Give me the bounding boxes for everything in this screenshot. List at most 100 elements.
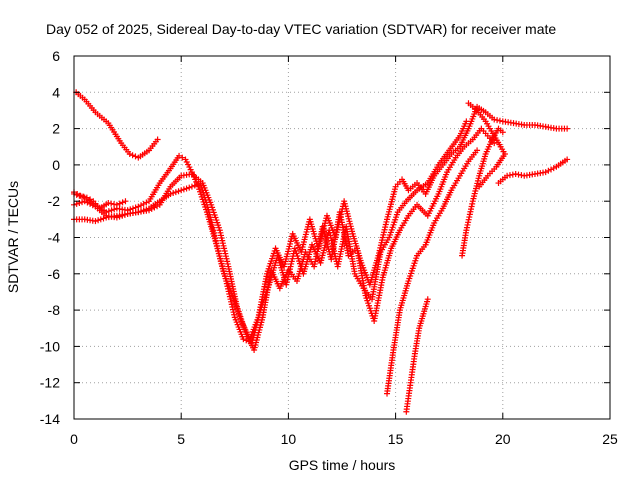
marker-trail xyxy=(447,134,462,152)
marker-trail xyxy=(92,200,101,210)
marker-trail xyxy=(494,117,503,124)
marker-trail xyxy=(477,174,490,188)
marker-trail xyxy=(281,233,296,268)
marker-trail xyxy=(243,337,253,345)
data-point xyxy=(92,218,99,225)
y-tick-label: -10 xyxy=(40,338,60,354)
data-point xyxy=(83,194,90,201)
marker-trail xyxy=(412,327,422,355)
data-point xyxy=(154,136,161,143)
marker-trail xyxy=(454,145,466,159)
marker-trail xyxy=(343,226,358,275)
data-point xyxy=(499,129,506,136)
marker-trail xyxy=(83,98,97,114)
marker-trail xyxy=(415,203,429,217)
chart-title: Day 052 of 2025, Sidereal Day-to-day VTE… xyxy=(46,21,556,37)
marker-trail xyxy=(116,199,126,207)
marker-trail xyxy=(415,243,427,257)
marker-trail xyxy=(407,353,418,384)
marker-trail xyxy=(523,121,536,128)
marker-trail xyxy=(502,118,514,126)
marker-trail xyxy=(158,192,172,203)
marker-trail xyxy=(484,111,496,121)
series-1 xyxy=(73,89,161,161)
data-point xyxy=(564,156,571,163)
marker-trail xyxy=(209,204,222,231)
marker-trail xyxy=(376,218,390,257)
marker-trail xyxy=(249,309,263,344)
marker-trail xyxy=(432,207,445,224)
marker-trail xyxy=(423,222,437,246)
marker-trail xyxy=(87,196,94,203)
marker-trail xyxy=(138,206,150,215)
y-tick-label: 4 xyxy=(52,84,60,100)
marker-trail xyxy=(445,157,458,173)
marker-trail xyxy=(463,200,476,231)
marker-trail xyxy=(106,122,123,144)
marker-trail xyxy=(457,120,469,137)
marker-trail xyxy=(80,193,87,200)
marker-trail xyxy=(416,313,426,329)
marker-trail xyxy=(367,255,381,286)
marker-trail xyxy=(470,175,482,202)
marker-trail xyxy=(84,216,96,224)
marker-trail xyxy=(406,255,420,282)
marker-trail xyxy=(191,181,201,189)
marker-trail xyxy=(75,91,86,101)
x-axis-label: GPS time / hours xyxy=(289,457,396,473)
marker-trail xyxy=(390,309,403,351)
axis-ticks: 0 5 10 15 20 25 -14 -12 -10 -8 -6 -4 -2 0 2 4 6 xyxy=(40,48,618,447)
marker-trail xyxy=(95,215,107,224)
x-tick-label: 10 xyxy=(281,431,297,447)
data-point xyxy=(81,198,88,205)
marker-trail xyxy=(180,184,193,193)
marker-trail xyxy=(98,201,110,211)
marker-trail xyxy=(73,216,86,223)
marker-trail xyxy=(251,316,266,351)
marker-trail xyxy=(217,229,231,267)
marker-trail xyxy=(425,193,441,217)
marker-trail xyxy=(407,181,418,192)
marker-trail xyxy=(223,280,238,318)
marker-trail xyxy=(380,247,394,279)
marker-trail xyxy=(534,169,546,177)
marker-trail xyxy=(545,165,557,174)
data-point xyxy=(135,203,142,210)
marker-trail xyxy=(384,186,398,220)
x-tick-label: 20 xyxy=(495,431,511,447)
marker-trail xyxy=(459,229,469,257)
series-4 xyxy=(71,118,470,346)
series-8 xyxy=(465,100,508,190)
marker-trail xyxy=(400,178,411,192)
series-5 xyxy=(384,147,481,397)
marker-trail xyxy=(105,213,118,221)
data-point xyxy=(474,147,481,154)
marker-trail xyxy=(127,209,139,217)
y-axis-label: SDTVAR / TECUs xyxy=(5,181,21,293)
y-tick-label: -12 xyxy=(40,375,60,391)
marker-trail xyxy=(556,125,568,132)
marker-trail xyxy=(440,189,454,210)
marker-trail xyxy=(147,182,162,202)
marker-trail xyxy=(480,128,489,137)
marker-trail xyxy=(497,174,508,185)
data-point xyxy=(476,183,483,190)
marker-trail xyxy=(384,349,397,395)
y-tick-label: 0 xyxy=(52,157,60,173)
marker-trail xyxy=(379,236,391,253)
x-tick-label: 25 xyxy=(602,431,618,447)
marker-trail xyxy=(215,247,229,282)
marker-trail xyxy=(180,171,193,179)
marker-trail xyxy=(458,160,471,177)
marker-trail xyxy=(168,154,181,170)
marker-trail xyxy=(416,181,429,192)
marker-trail xyxy=(457,127,471,148)
marker-trail xyxy=(371,276,386,322)
marker-trail xyxy=(387,211,400,238)
marker-trail xyxy=(523,171,536,179)
marker-trail xyxy=(555,157,568,169)
marker-trail xyxy=(158,167,172,184)
data-point xyxy=(512,170,519,177)
marker-trail xyxy=(436,171,450,195)
data-point xyxy=(188,183,195,190)
